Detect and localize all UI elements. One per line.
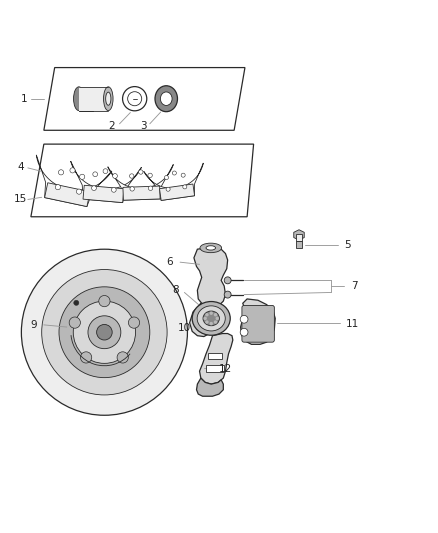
- Circle shape: [183, 185, 187, 189]
- Polygon shape: [200, 334, 233, 384]
- Circle shape: [166, 187, 170, 191]
- Circle shape: [130, 187, 134, 191]
- Polygon shape: [197, 378, 223, 396]
- Circle shape: [113, 174, 117, 179]
- Polygon shape: [294, 230, 304, 240]
- Circle shape: [128, 317, 140, 328]
- Circle shape: [73, 301, 135, 364]
- Text: 4: 4: [18, 162, 24, 172]
- Circle shape: [80, 174, 85, 180]
- Circle shape: [92, 185, 96, 190]
- Circle shape: [81, 352, 92, 363]
- Text: 12: 12: [219, 365, 232, 374]
- Circle shape: [111, 188, 116, 192]
- Bar: [208, 352, 222, 359]
- Circle shape: [97, 325, 112, 340]
- Circle shape: [77, 189, 81, 194]
- Circle shape: [181, 173, 185, 177]
- Polygon shape: [71, 161, 141, 203]
- Polygon shape: [45, 183, 90, 207]
- Ellipse shape: [160, 92, 172, 106]
- Ellipse shape: [127, 92, 142, 106]
- Circle shape: [214, 320, 217, 324]
- Circle shape: [69, 317, 81, 328]
- Polygon shape: [194, 247, 228, 308]
- Circle shape: [215, 317, 219, 320]
- Circle shape: [58, 169, 64, 175]
- Ellipse shape: [197, 306, 225, 331]
- FancyBboxPatch shape: [242, 305, 274, 342]
- Circle shape: [70, 168, 75, 173]
- Polygon shape: [123, 186, 160, 200]
- Polygon shape: [159, 184, 194, 200]
- Text: 2: 2: [109, 120, 115, 131]
- Ellipse shape: [103, 87, 113, 111]
- Circle shape: [240, 328, 248, 336]
- Circle shape: [103, 169, 108, 174]
- Circle shape: [138, 170, 143, 174]
- Text: 5: 5: [344, 240, 351, 250]
- Polygon shape: [83, 185, 124, 203]
- Bar: [296, 241, 303, 248]
- Polygon shape: [36, 155, 112, 207]
- Polygon shape: [144, 163, 203, 200]
- Circle shape: [59, 287, 150, 378]
- Polygon shape: [79, 87, 108, 111]
- Circle shape: [205, 313, 208, 317]
- Circle shape: [93, 172, 98, 176]
- Text: 10: 10: [178, 323, 191, 333]
- Ellipse shape: [106, 92, 111, 105]
- Circle shape: [88, 316, 121, 349]
- Circle shape: [55, 184, 60, 190]
- Circle shape: [240, 316, 248, 323]
- Circle shape: [224, 277, 231, 284]
- Text: 1: 1: [21, 94, 28, 104]
- Circle shape: [214, 313, 217, 317]
- Circle shape: [205, 320, 208, 324]
- Circle shape: [148, 186, 153, 190]
- Circle shape: [172, 171, 177, 175]
- Bar: [206, 365, 224, 373]
- Ellipse shape: [74, 87, 84, 111]
- Circle shape: [74, 300, 79, 305]
- Ellipse shape: [203, 311, 219, 326]
- Circle shape: [117, 352, 128, 363]
- Circle shape: [130, 174, 134, 178]
- Circle shape: [21, 249, 187, 415]
- Bar: [297, 233, 302, 241]
- Circle shape: [99, 295, 110, 306]
- Text: 15: 15: [14, 195, 27, 205]
- Circle shape: [203, 317, 207, 320]
- Circle shape: [209, 322, 213, 325]
- Polygon shape: [190, 303, 212, 336]
- Ellipse shape: [192, 302, 230, 335]
- Ellipse shape: [206, 246, 215, 250]
- Polygon shape: [31, 144, 254, 217]
- Text: 7: 7: [351, 281, 357, 292]
- Polygon shape: [108, 165, 173, 200]
- Polygon shape: [79, 87, 93, 111]
- Polygon shape: [44, 68, 245, 130]
- Text: 9: 9: [30, 320, 36, 330]
- Text: 6: 6: [166, 257, 173, 267]
- Circle shape: [42, 270, 167, 395]
- Circle shape: [148, 173, 152, 177]
- Polygon shape: [240, 299, 275, 344]
- Text: 3: 3: [140, 120, 147, 131]
- Circle shape: [164, 175, 169, 180]
- Circle shape: [224, 291, 231, 298]
- Ellipse shape: [200, 243, 222, 253]
- Ellipse shape: [123, 86, 147, 111]
- Text: 8: 8: [173, 285, 179, 295]
- Ellipse shape: [155, 86, 177, 112]
- Text: 11: 11: [346, 319, 359, 328]
- Circle shape: [209, 311, 213, 315]
